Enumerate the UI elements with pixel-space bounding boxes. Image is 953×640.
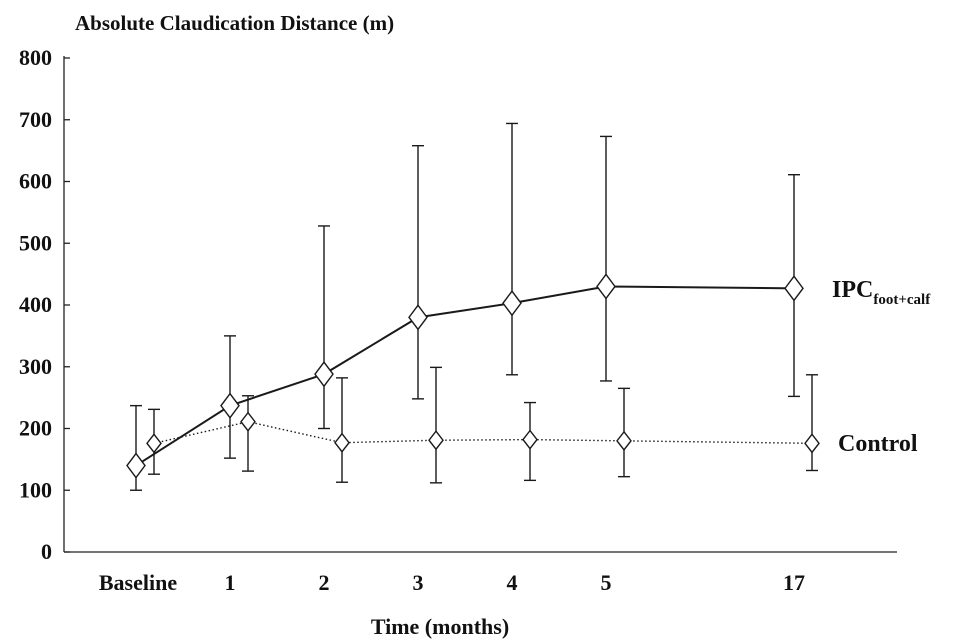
- data-point: [428, 430, 444, 451]
- y-tick-label: 100: [19, 477, 52, 502]
- series-label-ipc: IPCfoot+calf: [832, 277, 931, 308]
- x-tick-label: 1: [225, 570, 236, 595]
- x-axis-ticks: Baseline 1 2 3 4 5 17: [99, 570, 805, 595]
- y-tick-label: 0: [41, 539, 52, 564]
- data-point: [596, 273, 616, 300]
- x-tick-label: 17: [783, 570, 805, 595]
- y-tick-label: 300: [19, 354, 52, 379]
- x-tick-label: 4: [507, 570, 518, 595]
- series-line: [135, 285, 795, 467]
- data-point: [314, 360, 334, 388]
- x-axis-label: Time (months): [371, 614, 509, 639]
- y-tick-label: 700: [19, 107, 52, 132]
- y-tick-label: 200: [19, 416, 52, 441]
- y-axis-ticks: 0 100 200 300 400 500 600 700 800: [19, 45, 70, 564]
- data-point: [784, 275, 804, 302]
- series-label-control: Control: [838, 431, 918, 457]
- series-ipc: [126, 122, 804, 491]
- series-layer: [126, 122, 820, 491]
- data-point: [616, 430, 632, 451]
- data-point: [522, 429, 538, 450]
- y-tick-label: 800: [19, 45, 52, 70]
- data-point: [220, 392, 240, 419]
- data-point: [334, 432, 350, 453]
- series-control: [146, 366, 820, 484]
- data-point: [146, 433, 162, 454]
- x-tick-label: 2: [319, 570, 330, 595]
- series-label-ipc-subscript: foot+calf: [873, 292, 931, 308]
- data-point: [126, 452, 146, 479]
- data-point: [502, 289, 522, 317]
- x-tick-label: 3: [413, 570, 424, 595]
- x-tick-label: Baseline: [99, 570, 177, 595]
- y-tick-label: 600: [19, 169, 52, 194]
- data-point: [804, 433, 820, 454]
- x-tick-label: 5: [601, 570, 612, 595]
- data-point: [408, 304, 428, 331]
- chart-title: Absolute Claudication Distance (m): [75, 11, 394, 35]
- data-point: [240, 411, 256, 432]
- series-label-ipc-main: IPC: [832, 277, 873, 303]
- y-tick-label: 400: [19, 292, 52, 317]
- y-tick-label: 500: [19, 230, 52, 255]
